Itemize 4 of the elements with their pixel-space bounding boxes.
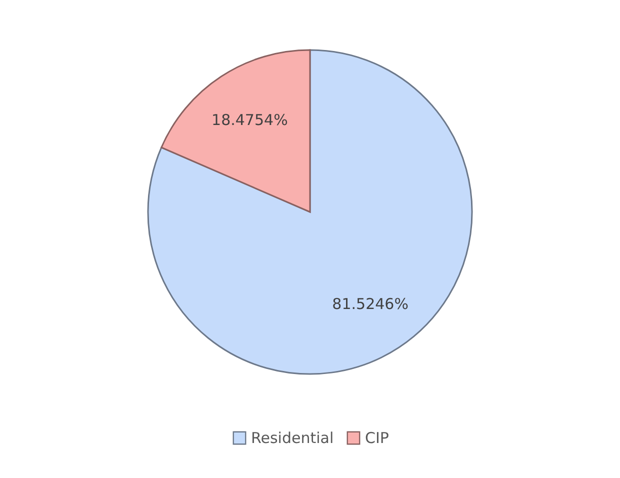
legend-label: CIP xyxy=(365,428,389,447)
data-label: 18.4754% xyxy=(212,111,288,130)
data-label: 81.5246% xyxy=(332,294,408,313)
legend-label: Residential xyxy=(251,428,334,447)
